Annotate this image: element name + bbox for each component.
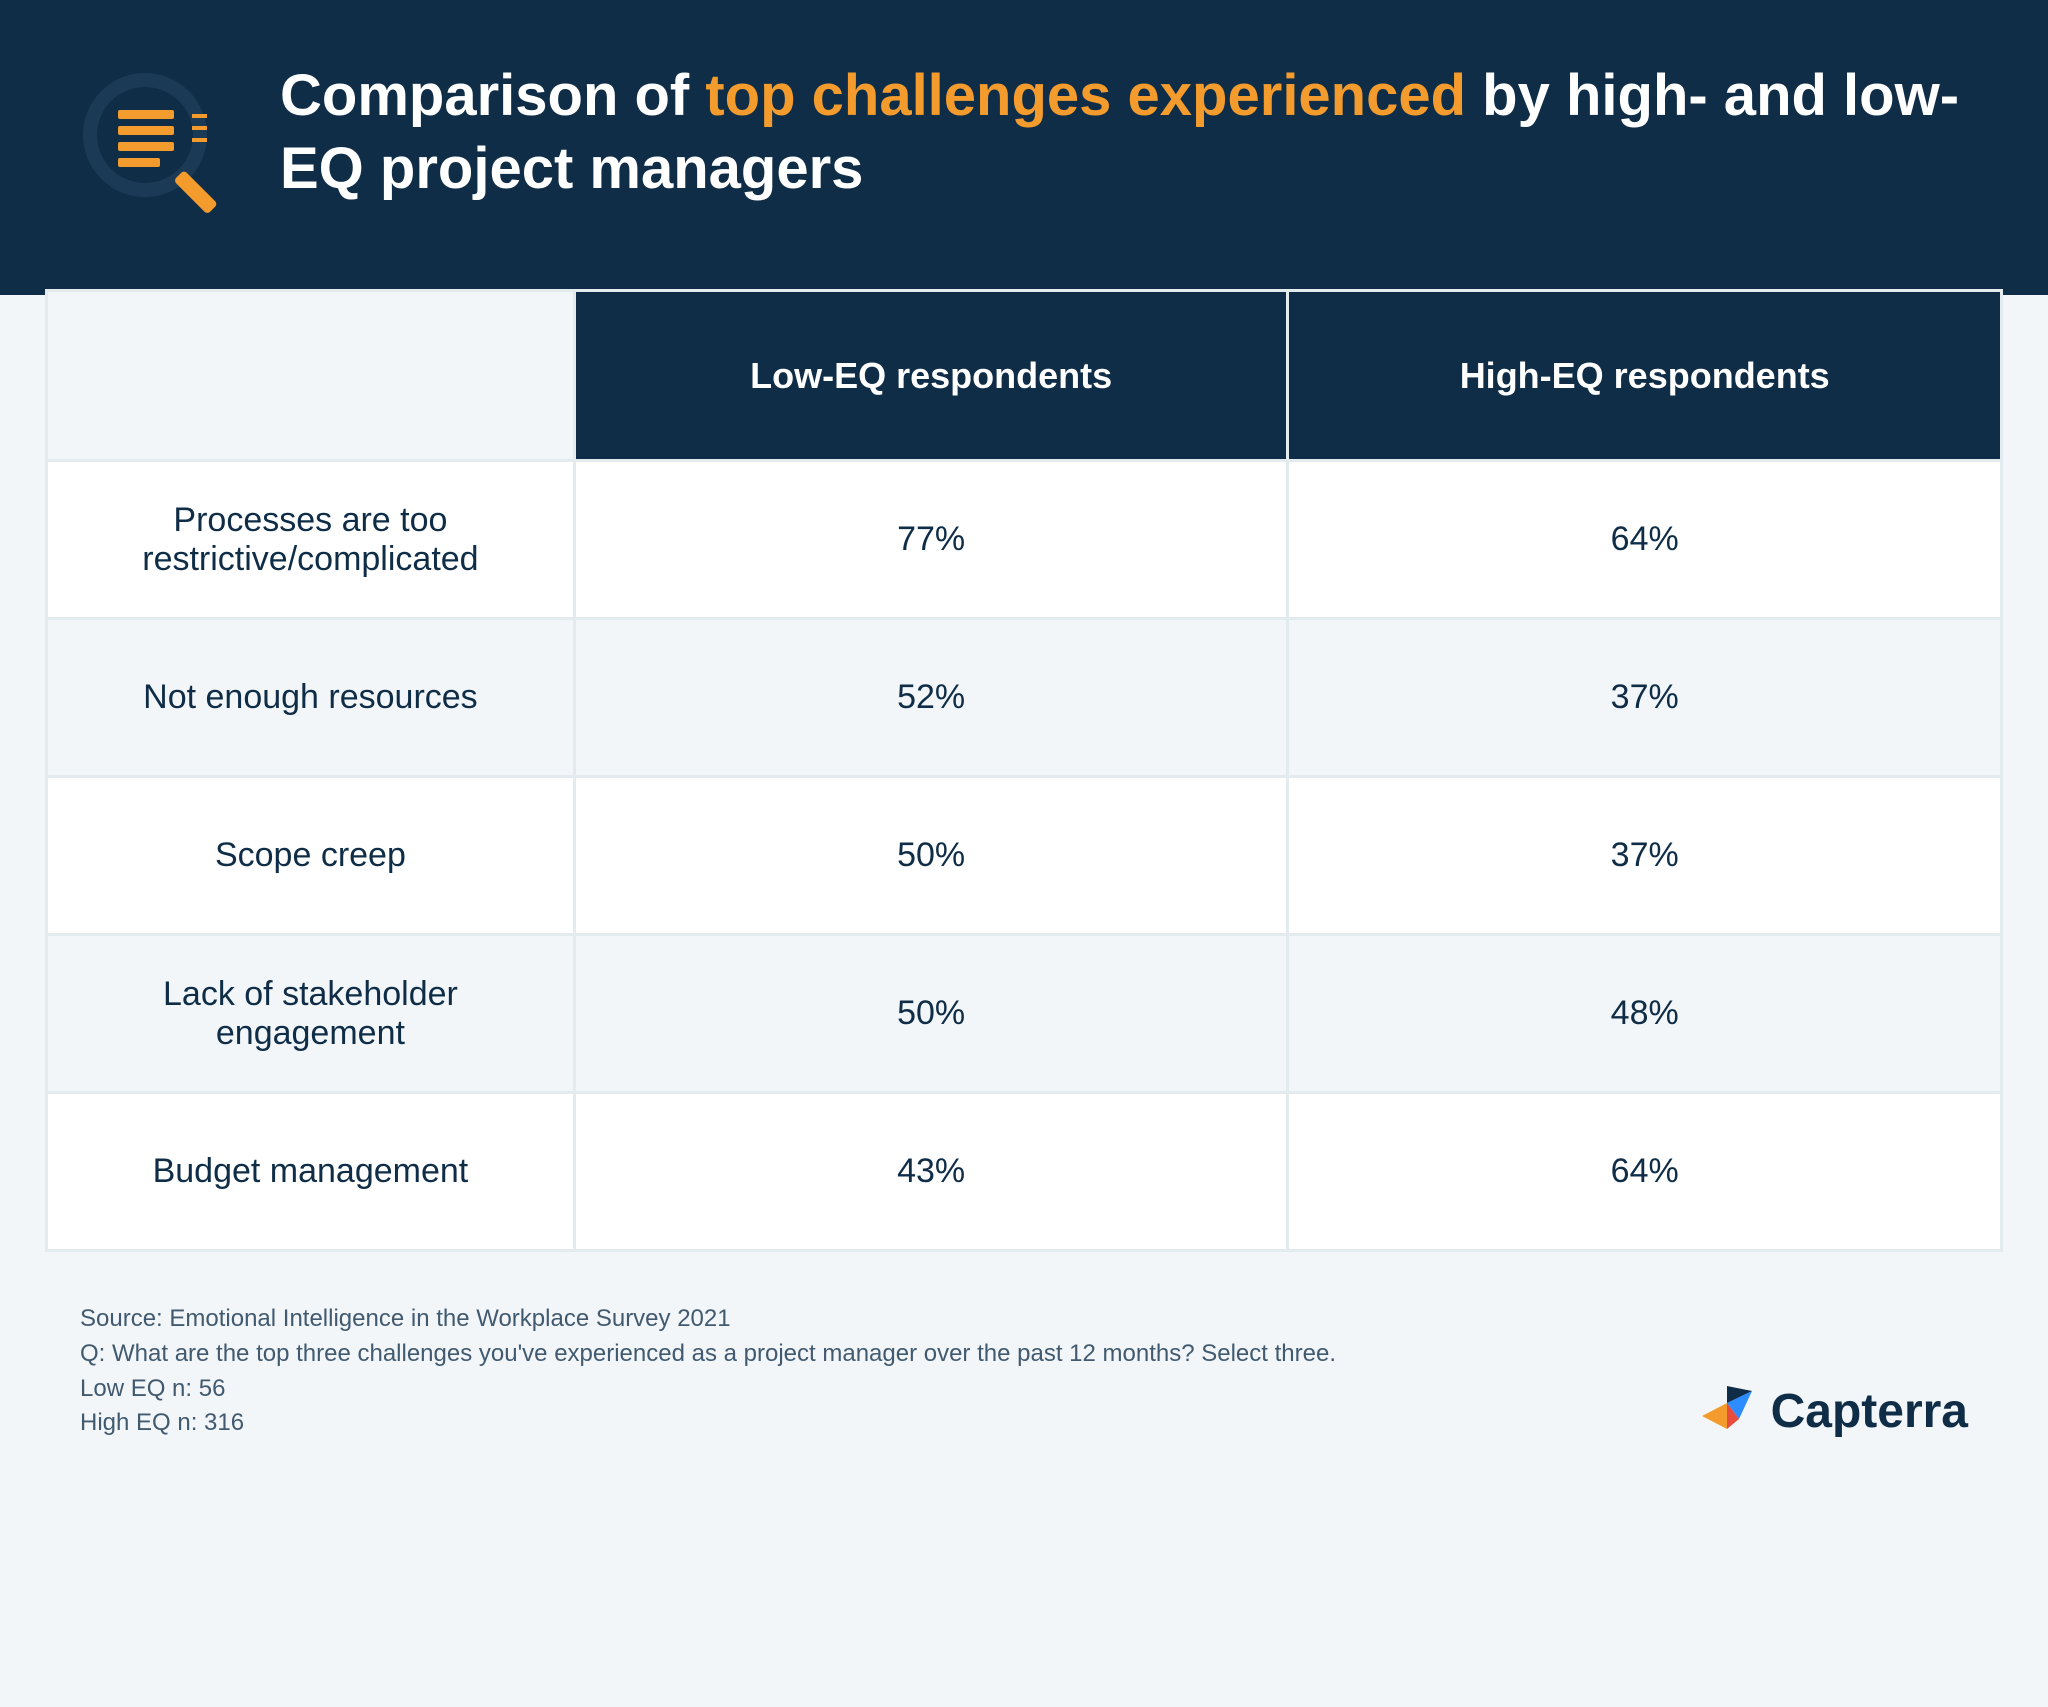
magnifier-icon xyxy=(80,70,230,225)
footnote-low-n: Low EQ n: 56 xyxy=(80,1372,1336,1407)
table-row: Lack of stakeholder engagement 50% 48% xyxy=(47,935,2002,1093)
table-row: Not enough resources 52% 37% xyxy=(47,619,2002,777)
title-highlight: top challenges experienced xyxy=(705,63,1466,128)
footnotes: Source: Emotional Intelligence in the Wo… xyxy=(80,1302,1336,1441)
capterra-logo-icon xyxy=(1697,1381,1757,1441)
row-label: Budget management xyxy=(47,1093,575,1251)
infographic-footer: Source: Emotional Intelligence in the Wo… xyxy=(0,1252,2048,1441)
header-empty xyxy=(47,291,575,461)
table-row: Scope creep 50% 37% xyxy=(47,777,2002,935)
title-pre: Comparison of xyxy=(280,63,705,128)
header-low-eq: Low-EQ respondents xyxy=(574,291,1288,461)
row-low: 50% xyxy=(574,777,1288,935)
row-low: 77% xyxy=(574,461,1288,619)
row-low: 52% xyxy=(574,619,1288,777)
row-label: Scope creep xyxy=(47,777,575,935)
row-label: Not enough resources xyxy=(47,619,575,777)
row-label: Processes are too restrictive/complicate… xyxy=(47,461,575,619)
footnote-question: Q: What are the top three challenges you… xyxy=(80,1337,1336,1372)
row-label: Lack of stakeholder engagement xyxy=(47,935,575,1093)
table-row: Budget management 43% 64% xyxy=(47,1093,2002,1251)
table-row: Processes are too restrictive/complicate… xyxy=(47,461,2002,619)
row-high: 37% xyxy=(1288,777,2002,935)
infographic-header: Comparison of top challenges experienced… xyxy=(0,0,2048,295)
comparison-table-wrap: Low-EQ respondents High-EQ respondents P… xyxy=(0,289,2048,1252)
row-low: 50% xyxy=(574,935,1288,1093)
header-high-eq: High-EQ respondents xyxy=(1288,291,2002,461)
table-header-row: Low-EQ respondents High-EQ respondents xyxy=(47,291,2002,461)
footnote-high-n: High EQ n: 316 xyxy=(80,1406,1336,1441)
footnote-source: Source: Emotional Intelligence in the Wo… xyxy=(80,1302,1336,1337)
capterra-logo: Capterra xyxy=(1697,1381,1968,1441)
comparison-table: Low-EQ respondents High-EQ respondents P… xyxy=(45,289,2003,1252)
row-high: 48% xyxy=(1288,935,2002,1093)
infographic-title: Comparison of top challenges experienced… xyxy=(280,60,1968,205)
row-high: 37% xyxy=(1288,619,2002,777)
row-high: 64% xyxy=(1288,461,2002,619)
row-low: 43% xyxy=(574,1093,1288,1251)
capterra-logo-text: Capterra xyxy=(1771,1384,1968,1439)
row-high: 64% xyxy=(1288,1093,2002,1251)
